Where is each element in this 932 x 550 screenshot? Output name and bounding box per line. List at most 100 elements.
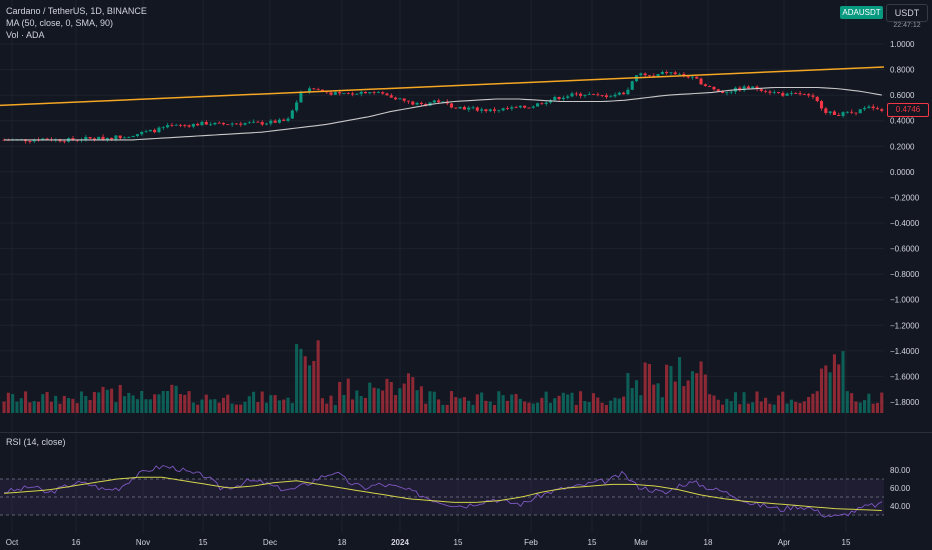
candle-body <box>677 73 682 75</box>
volume-bar <box>363 397 368 413</box>
volume-bar <box>234 404 238 413</box>
candle-body <box>828 111 832 113</box>
volume-bar <box>178 394 183 413</box>
volume-bar <box>570 392 574 413</box>
candle-body <box>759 89 763 91</box>
candle-body <box>200 121 204 126</box>
price-tick-label: −0.4000 <box>890 219 920 228</box>
candle-body <box>523 105 527 108</box>
candle-body <box>355 93 359 95</box>
volume-bar <box>394 395 398 413</box>
candle-body <box>729 91 733 93</box>
volume-bar <box>669 365 673 413</box>
volume-bar <box>824 365 828 413</box>
volume-indicator-label[interactable]: Vol · ADA <box>6 30 45 40</box>
candle-body <box>165 125 170 128</box>
volume-bar <box>92 392 96 413</box>
candle-body <box>282 119 286 121</box>
candle-body <box>673 72 677 75</box>
candle-body <box>209 124 213 126</box>
rsi-tick-label: 40.00 <box>890 502 911 511</box>
volume-bar <box>467 400 471 413</box>
candle-body <box>140 132 144 135</box>
candle-body <box>772 92 776 93</box>
candle-body <box>712 86 716 90</box>
countdown-badge: 22:47:12 <box>893 22 921 29</box>
volume-bar <box>574 404 578 413</box>
rsi-tick-label: 80.00 <box>890 466 911 475</box>
volume-bar <box>682 386 686 413</box>
volume-bar <box>114 402 118 413</box>
volume-bar <box>510 394 514 413</box>
volume-bar <box>492 404 497 413</box>
volume-bar <box>600 402 604 413</box>
candle-body <box>346 93 350 94</box>
candle-body <box>342 93 346 94</box>
candle-body <box>260 122 264 125</box>
chart-title: Cardano / TetherUS, 1D, BINANCE <box>6 6 147 16</box>
volume-bar <box>690 371 694 413</box>
candle-body <box>604 95 608 98</box>
candle-body <box>596 94 600 96</box>
volume-bar <box>622 396 626 413</box>
candle-body <box>28 141 32 142</box>
candle-body <box>402 98 406 101</box>
volume-bar <box>338 381 342 413</box>
candle-body <box>187 125 191 127</box>
volume-bar <box>837 364 841 413</box>
volume-bar <box>131 395 135 413</box>
volume-bar <box>381 390 385 413</box>
candle-body <box>824 108 828 113</box>
volume-bar <box>677 357 682 413</box>
candle-body <box>591 94 596 95</box>
time-tick-label: 18 <box>704 538 713 547</box>
volume-bar <box>854 401 858 413</box>
candle-body <box>277 119 281 123</box>
volume-bar <box>153 394 157 413</box>
volume-bar <box>742 392 746 413</box>
candle-body <box>540 103 544 105</box>
candle-body <box>617 92 621 95</box>
volume-bar <box>583 401 587 413</box>
candle-body <box>329 92 333 95</box>
volume-bar <box>832 354 836 413</box>
volume-bar <box>28 402 32 413</box>
volume-bar <box>424 403 428 413</box>
volume-bar <box>312 360 316 413</box>
volume-bar <box>789 399 793 413</box>
ma-indicator-label[interactable]: MA (50, close, 0, SMA, 90) <box>6 18 114 28</box>
candle-body <box>359 91 363 94</box>
volume-bar <box>355 390 359 413</box>
candle-body <box>307 88 312 93</box>
candle-body <box>183 125 187 126</box>
candle-body <box>299 91 303 103</box>
volume-bar <box>445 404 449 413</box>
time-tick-label: 18 <box>338 538 347 547</box>
candle-body <box>686 76 690 78</box>
volume-bar <box>67 398 71 413</box>
candle-body <box>92 138 96 140</box>
candle-body <box>286 118 290 121</box>
candle-body <box>531 106 535 108</box>
volume-bar <box>759 401 763 413</box>
volume-bar <box>871 403 875 413</box>
volume-bar <box>239 404 243 413</box>
volume-bar <box>247 396 251 413</box>
price-tick-label: 0.6000 <box>890 91 915 100</box>
candle-body <box>101 136 105 140</box>
volume-bar <box>652 384 656 413</box>
candle-body <box>574 93 578 95</box>
candle-body <box>811 95 815 97</box>
price-tick-label: −1.8000 <box>890 398 920 407</box>
volume-bar <box>127 392 131 413</box>
rsi-indicator-label[interactable]: RSI (14, close) <box>6 437 66 447</box>
volume-bar <box>729 401 733 413</box>
volume-bar <box>725 398 729 413</box>
currency-button[interactable]: USDT <box>886 4 928 22</box>
candle-body <box>514 107 518 109</box>
candle-body <box>527 107 531 109</box>
candle-body <box>333 92 337 95</box>
volume-bar <box>88 399 92 413</box>
volume-bar <box>346 378 350 413</box>
